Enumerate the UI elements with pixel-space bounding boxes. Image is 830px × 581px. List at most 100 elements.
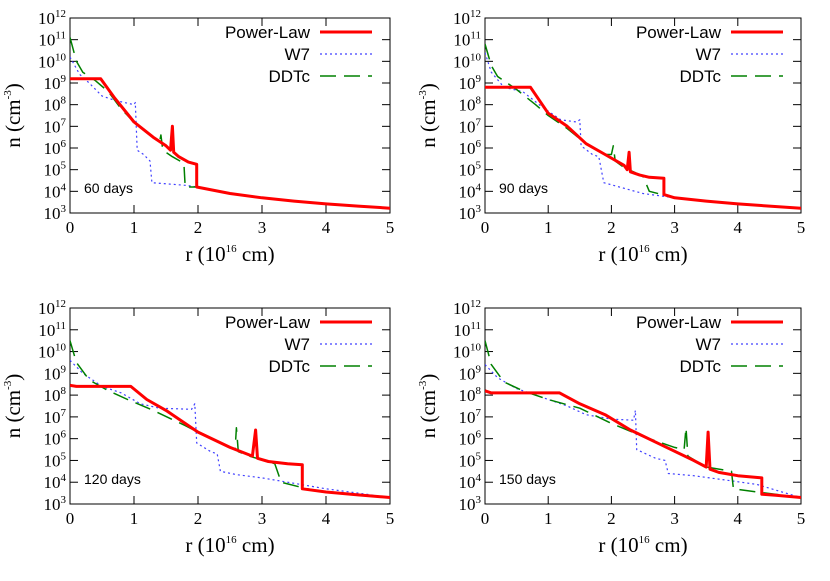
x-tick-label: 0 — [66, 218, 75, 237]
y-tick-label: 1011 — [453, 30, 481, 50]
y-tick-label: 109 — [459, 73, 482, 93]
y-tick-label: 108 — [459, 95, 482, 115]
x-tick-label: 1 — [130, 509, 139, 528]
legend-label: Power-Law — [225, 313, 311, 332]
x-tick-label: 1 — [130, 218, 139, 237]
x-tick-label: 3 — [258, 509, 267, 528]
y-tick-label: 1012 — [453, 8, 481, 28]
plot-frame — [69, 17, 391, 214]
x-tick-label: 1 — [544, 509, 553, 528]
y-tick-label: 105 — [459, 160, 482, 180]
x-tick-label: 2 — [194, 509, 203, 528]
y-tick-label: 108 — [44, 95, 67, 115]
y-tick-label: 105 — [44, 450, 67, 470]
series-line-w7 — [485, 52, 801, 209]
y-tick-label: 106 — [459, 429, 482, 449]
series-line-ddtc — [485, 340, 801, 499]
y-tick-label: 109 — [44, 363, 67, 383]
y-tick-label: 104 — [459, 181, 482, 201]
series-line-power-law — [70, 383, 390, 499]
legend-label: DDTc — [679, 67, 721, 86]
series-line-power-law — [485, 85, 801, 210]
y-tick-label: 1011 — [38, 320, 66, 340]
x-tick-label: 4 — [734, 218, 743, 237]
x-tick-label: 3 — [670, 509, 679, 528]
plot-frame — [69, 307, 391, 505]
y-tick-label: 103 — [459, 203, 482, 223]
y-tick-label: 104 — [44, 472, 67, 492]
x-tick-label: 3 — [670, 218, 679, 237]
x-tick-label: 2 — [607, 509, 616, 528]
series-line-w7 — [485, 364, 801, 499]
y-tick-label: 109 — [459, 363, 482, 383]
y-tick-label: 1011 — [453, 320, 481, 340]
y-tick-label: 1010 — [38, 342, 67, 362]
y-tick-label: 107 — [44, 407, 67, 427]
x-tick-label: 3 — [258, 218, 267, 237]
series-line-ddtc — [70, 37, 390, 209]
y-tick-label: 103 — [44, 494, 67, 514]
y-axis-label: n (cm-3) — [416, 374, 440, 439]
y-tick-label: 1010 — [38, 51, 67, 71]
y-axis-label: n (cm-3) — [1, 83, 25, 148]
legend-label: Power-Law — [636, 313, 722, 332]
legend-label: W7 — [696, 335, 722, 354]
y-tick-label: 1010 — [453, 342, 482, 362]
x-tick-label: 5 — [797, 509, 806, 528]
y-tick-label: 1011 — [38, 30, 66, 50]
y-tick-label: 106 — [44, 429, 67, 449]
y-tick-label: 106 — [44, 138, 67, 158]
y-tick-label: 104 — [44, 181, 67, 201]
legend-label: DDTc — [268, 357, 310, 376]
panel-annotation: 150 days — [499, 471, 556, 487]
y-tick-label: 107 — [44, 116, 67, 136]
x-tick-label: 2 — [194, 218, 203, 237]
x-axis-label: r (1016 cm) — [185, 533, 274, 557]
x-tick-label: 5 — [386, 509, 395, 528]
y-tick-label: 103 — [459, 494, 482, 514]
x-tick-label: 0 — [66, 509, 75, 528]
y-tick-label: 106 — [459, 138, 482, 158]
x-tick-label: 2 — [607, 218, 616, 237]
legend-label: DDTc — [268, 67, 310, 86]
y-tick-label: 1012 — [453, 298, 481, 318]
x-tick-label: 1 — [544, 218, 553, 237]
y-tick-label: 107 — [459, 407, 482, 427]
series-line-power-law — [70, 77, 390, 210]
x-tick-label: 5 — [797, 218, 806, 237]
legend-label: DDTc — [679, 357, 721, 376]
y-tick-label: 105 — [44, 160, 67, 180]
x-tick-label: 4 — [322, 509, 331, 528]
panel-annotation: 60 days — [84, 180, 133, 196]
plot-frame — [484, 17, 802, 214]
y-tick-label: 103 — [44, 203, 67, 223]
y-tick-label: 109 — [44, 73, 67, 93]
panel-annotation: 90 days — [499, 180, 548, 196]
y-tick-label: 107 — [459, 116, 482, 136]
x-tick-label: 5 — [386, 218, 395, 237]
x-tick-label: 4 — [322, 218, 331, 237]
plot-frame — [484, 307, 802, 505]
legend-label: Power-Law — [636, 23, 722, 42]
y-tick-label: 1012 — [38, 298, 66, 318]
x-tick-label: 4 — [734, 509, 743, 528]
legend-label: W7 — [696, 45, 722, 64]
y-tick-label: 108 — [459, 385, 482, 405]
x-axis-label: r (1016 cm) — [598, 242, 687, 266]
x-axis-label: r (1016 cm) — [185, 242, 274, 266]
y-axis-label: n (cm-3) — [416, 83, 440, 148]
y-tick-label: 104 — [459, 472, 482, 492]
y-tick-label: 105 — [459, 450, 482, 470]
x-axis-label: r (1016 cm) — [598, 533, 687, 557]
x-tick-label: 0 — [481, 509, 490, 528]
y-tick-label: 108 — [44, 385, 67, 405]
legend-label: Power-Law — [225, 23, 311, 42]
series-line-power-law — [485, 389, 801, 499]
y-tick-label: 1012 — [38, 8, 66, 28]
panel-annotation: 120 days — [84, 471, 141, 487]
